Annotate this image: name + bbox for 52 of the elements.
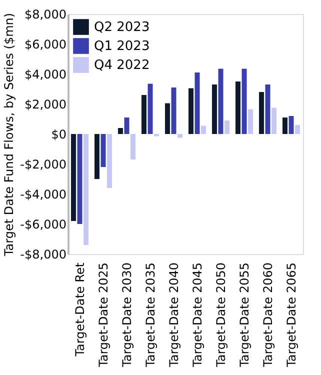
bar xyxy=(100,134,106,167)
y-tick-label: -$2,000 xyxy=(20,158,66,172)
bar xyxy=(141,95,146,134)
bar xyxy=(218,68,224,134)
bar xyxy=(224,120,230,134)
y-tick-label: $8,000 xyxy=(24,8,66,22)
bar xyxy=(258,92,264,134)
y-tick-label: $4,000 xyxy=(24,68,66,82)
bar xyxy=(118,128,123,134)
x-tick-label: Target-Date 2025 xyxy=(96,262,110,368)
x-tick-label: Target-Date 2050 xyxy=(214,262,228,368)
y-axis-title: Target Date Fund Flows, by Series ($mn) xyxy=(2,12,16,258)
bar xyxy=(282,118,288,134)
bar xyxy=(212,84,217,134)
x-tick-label: Target-Date Ret xyxy=(72,262,87,358)
bar xyxy=(77,134,82,224)
x-tick-label: Target-Date 2045 xyxy=(190,262,204,368)
bar xyxy=(178,134,183,138)
y-tick-label: $6,000 xyxy=(24,38,66,52)
bar xyxy=(295,125,300,134)
y-tick-label: $2,000 xyxy=(24,98,66,112)
x-tick-label: Target-Date 2030 xyxy=(120,262,134,368)
y-tick-label: $0 xyxy=(51,128,66,142)
x-tick-label: Target-Date 2065 xyxy=(284,262,298,368)
x-tick-label: Target-Date 2035 xyxy=(143,262,158,368)
bar xyxy=(272,108,277,134)
bar xyxy=(94,134,100,179)
legend-label: Q1 2023 xyxy=(94,39,150,54)
x-tick-label: Target-Date 2040 xyxy=(166,262,181,368)
y-tick-label: -$6,000 xyxy=(20,218,66,232)
x-tick-label: Target-Date 2055 xyxy=(237,262,252,368)
y-tick-label: -$4,000 xyxy=(20,188,66,202)
x-tick-label: Target-Date 2060 xyxy=(260,262,275,368)
bar xyxy=(288,116,294,134)
bar xyxy=(164,103,170,134)
bar xyxy=(188,88,194,134)
bar xyxy=(124,118,130,134)
bar xyxy=(130,134,136,160)
bar xyxy=(107,134,112,188)
bar xyxy=(242,68,247,134)
legend-label: Q4 2022 xyxy=(94,58,150,73)
bar xyxy=(265,84,270,134)
bar xyxy=(201,126,206,134)
bar xyxy=(84,134,89,245)
bar xyxy=(235,82,240,134)
legend-label: Q2 2023 xyxy=(94,20,150,35)
bar xyxy=(194,72,200,134)
bar xyxy=(148,84,153,134)
bar xyxy=(171,88,176,134)
y-tick-label: -$8,000 xyxy=(20,248,66,262)
bar xyxy=(70,134,76,221)
bar xyxy=(248,109,254,134)
